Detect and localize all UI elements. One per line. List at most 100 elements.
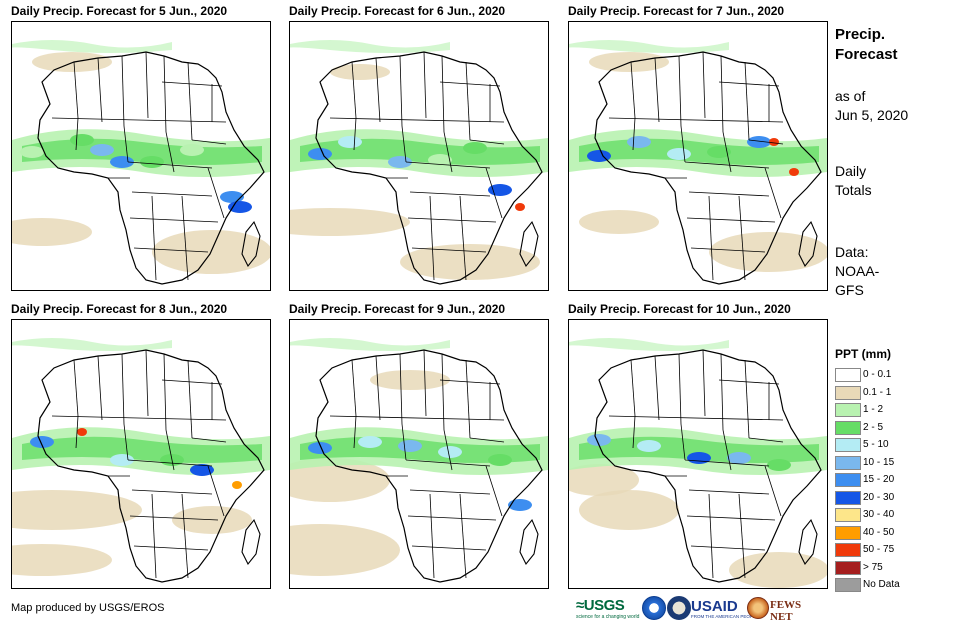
country-border — [738, 195, 746, 281]
country-border — [744, 61, 750, 141]
precip-map — [568, 319, 828, 589]
panel-title: Daily Precip. Forecast for 6 Jun., 2020 — [289, 4, 506, 18]
country-border — [73, 61, 79, 119]
country-border — [163, 353, 167, 431]
panel-title: Daily Precip. Forecast for 8 Jun., 2020 — [11, 302, 228, 316]
country-border — [702, 349, 706, 417]
precip-map — [11, 21, 271, 291]
country-border — [399, 55, 403, 127]
legend-label: 20 - 30 — [863, 491, 895, 503]
precip-area — [290, 524, 400, 576]
coastline — [37, 51, 265, 285]
as-of-label: as of — [835, 88, 866, 104]
legend-swatch — [835, 473, 861, 487]
country-border — [654, 355, 660, 421]
precip-area — [579, 210, 659, 234]
country-border — [187, 359, 193, 439]
country-border — [688, 489, 770, 495]
country-border — [608, 415, 784, 421]
country-border — [97, 57, 103, 123]
legend-label: 1 - 2 — [863, 404, 884, 415]
precip-area — [12, 218, 92, 246]
map-canvas — [12, 338, 270, 583]
country-border — [129, 515, 219, 521]
precip-cell — [767, 459, 791, 471]
precip-map — [568, 21, 828, 291]
country-border — [441, 55, 445, 133]
madagascar-outline — [519, 518, 539, 566]
forecast-title-line1: Precip. — [835, 26, 886, 43]
dos-seal-logo — [667, 596, 691, 620]
country-border — [351, 359, 357, 417]
precip-area — [12, 544, 112, 576]
precip-band — [12, 40, 172, 53]
country-border — [75, 117, 79, 151]
country-border — [375, 355, 381, 421]
country-border — [73, 359, 79, 417]
country-border — [151, 493, 157, 579]
country-border — [708, 493, 714, 579]
coastline — [594, 349, 822, 583]
country-border — [181, 195, 189, 281]
legend-label: 2 - 5 — [863, 421, 884, 433]
country-border — [608, 117, 784, 123]
precip-area — [12, 490, 142, 530]
coastline — [594, 51, 822, 285]
country-border — [748, 437, 784, 443]
legend-swatch — [835, 403, 861, 417]
country-border — [764, 167, 782, 219]
country-border — [375, 57, 381, 123]
legend-swatch — [835, 490, 861, 505]
as-of-date: as of Jun 5, 2020 — [835, 87, 908, 125]
country-border — [97, 355, 103, 421]
country-border — [121, 353, 125, 425]
country-border — [439, 379, 501, 385]
data-source-line1: Data: — [835, 244, 869, 260]
precip-band — [569, 40, 729, 53]
country-border — [429, 195, 435, 281]
country-border — [690, 545, 766, 551]
country-border — [51, 415, 227, 421]
precip-cell — [587, 434, 611, 446]
country-border — [708, 195, 714, 281]
precip-cell — [488, 454, 512, 466]
precip-band — [290, 40, 450, 53]
country-border — [686, 515, 776, 521]
map-canvas — [12, 40, 270, 285]
country-border — [131, 191, 213, 197]
country-border — [459, 195, 467, 281]
precip-map — [11, 319, 271, 589]
country-border — [485, 167, 503, 219]
legend-swatch — [835, 560, 861, 575]
country-border — [329, 415, 505, 421]
country-border — [75, 415, 79, 449]
precip-cell — [77, 428, 87, 436]
country-border — [145, 349, 149, 417]
precip-cell — [338, 136, 362, 148]
noaa-logo — [642, 596, 666, 620]
precip-cell — [20, 146, 44, 158]
usaid-logo: USAID — [691, 598, 738, 615]
country-border — [401, 423, 407, 461]
country-border — [207, 167, 225, 219]
precip-band — [569, 338, 729, 351]
legend-swatch — [835, 455, 861, 470]
precip-band — [300, 138, 540, 165]
country-border — [161, 379, 223, 385]
madagascar-outline — [798, 518, 818, 566]
precip-cell — [747, 136, 771, 148]
country-border — [353, 415, 357, 449]
country-border — [744, 359, 750, 439]
agency-logos: ≈USGS science for a changing world USAID… — [576, 595, 826, 623]
legend-label: 40 - 50 — [863, 526, 895, 538]
country-border — [684, 459, 770, 467]
legend-label: 0 - 0.1 — [863, 369, 892, 380]
country-border — [353, 117, 357, 151]
country-border — [718, 379, 780, 385]
precip-cell — [637, 440, 661, 452]
usgs-tagline: science for a changing world — [576, 614, 640, 620]
precip-cell — [308, 442, 332, 454]
country-border — [187, 61, 193, 141]
daily-totals-note: Daily Totals — [835, 162, 872, 200]
precip-cell — [428, 154, 452, 166]
